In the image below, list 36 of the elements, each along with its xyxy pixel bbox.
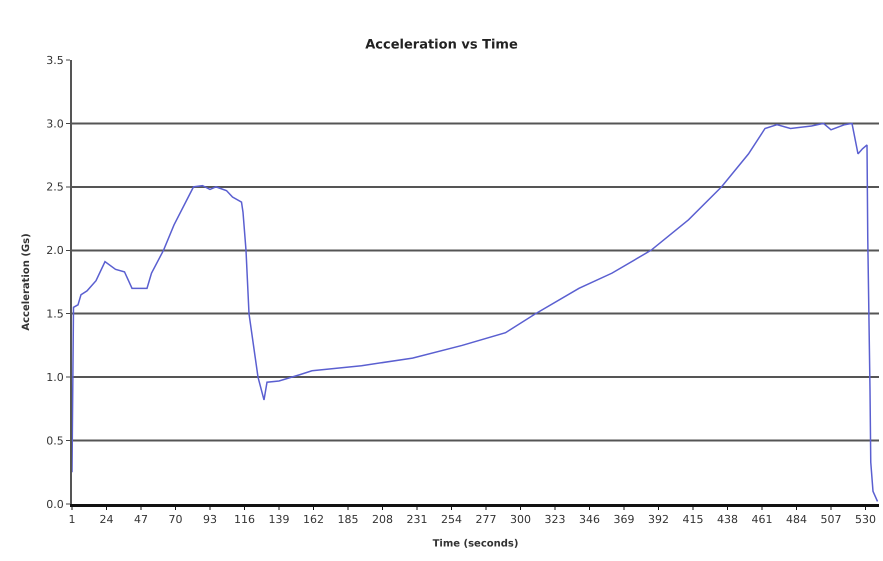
chart-title: Acceleration vs Time: [365, 37, 518, 52]
y-tick-label: 1.5: [46, 308, 64, 321]
x-tick-label: 438: [717, 513, 738, 526]
line-series: [72, 122, 878, 502]
x-axis-title: Time (seconds): [432, 538, 518, 550]
x-tick-label: 24: [100, 513, 114, 526]
x-tick-label: 484: [786, 513, 807, 526]
y-tick-label: 3.0: [46, 117, 64, 130]
x-tick-label: 461: [752, 513, 772, 526]
x-tick-label: 346: [579, 513, 600, 526]
x-tick-label: 369: [614, 513, 634, 526]
y-tick-label: 2.5: [46, 180, 64, 194]
y-tick-label: 1.0: [46, 370, 64, 384]
x-tick-label: 323: [544, 513, 566, 526]
x-tick-label: 162: [303, 513, 324, 526]
x-tick-label: 70: [168, 513, 182, 526]
x-tick-label: 1: [68, 513, 76, 526]
x-tick-label: 392: [648, 513, 669, 526]
x-tick-label: 415: [682, 513, 704, 526]
x-tick-label: 116: [234, 513, 255, 526]
x-tick-label: 139: [268, 513, 290, 526]
y-axis-title: Acceleration (Gs): [20, 233, 32, 331]
x-tick-label: 47: [134, 513, 148, 526]
y-tick-label: 0.0: [46, 498, 64, 511]
y-tick-label: 2.0: [46, 244, 64, 258]
x-tick-label: 231: [406, 513, 428, 526]
y-tick-label: 3.5: [46, 54, 64, 67]
x-tick-label: 208: [372, 513, 393, 526]
x-tick-label: 530: [855, 513, 876, 526]
x-tick-label: 507: [820, 513, 842, 526]
x-tick-label: 277: [476, 513, 496, 526]
x-tick-label: 185: [338, 513, 358, 526]
y-tick-label: 0.5: [46, 434, 64, 448]
x-tick-label: 254: [441, 513, 462, 526]
x-tick-label: 93: [203, 513, 217, 526]
x-tick-label: 300: [510, 513, 531, 526]
